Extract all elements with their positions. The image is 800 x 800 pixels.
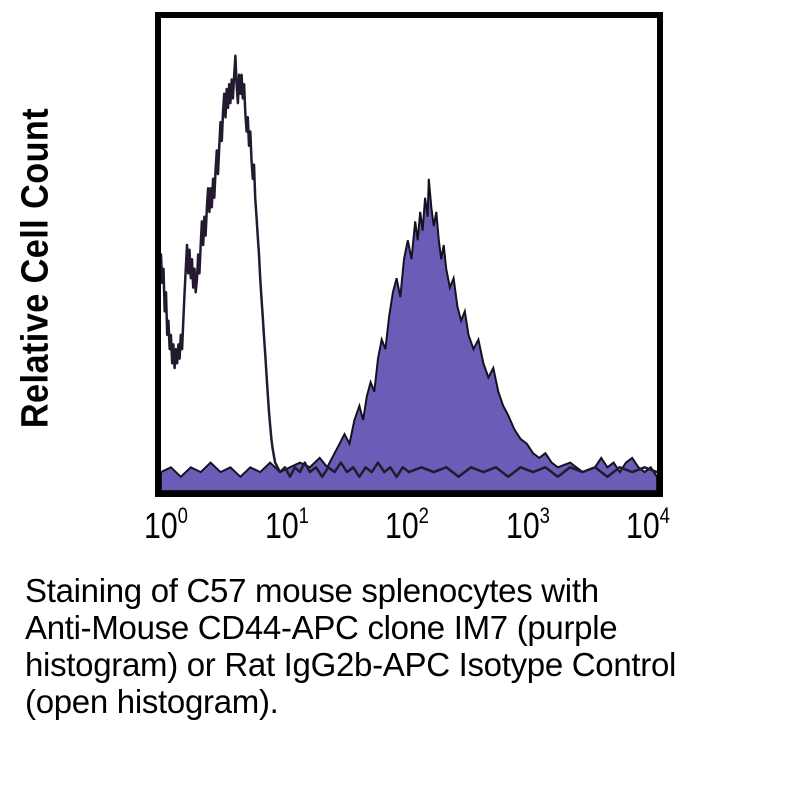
x-tick-exponent: 4 [659,503,670,528]
x-tick-exponent: 2 [418,503,429,528]
x-tick-label: 104 [626,503,670,547]
isotype-open-histogram-trace [161,54,657,479]
x-tick-label: 100 [144,503,188,547]
caption-line: histogram) or Rat IgG2b-APC Isotype Cont… [25,646,677,683]
caption-line: (open histogram). [25,683,279,720]
x-tick-exponent: 3 [539,503,550,528]
x-tick-exponent: 1 [298,503,309,528]
histogram-plot-svg [161,54,657,491]
x-axis-ticks: 100 101 102 103 104 [144,503,670,547]
figure-caption: Staining of C57 mouse splenocytes with A… [25,572,795,720]
cd44-filled-histogram-area [161,178,657,491]
caption-line: Staining of C57 mouse splenocytes with [25,572,599,609]
caption-line: Anti-Mouse CD44-APC clone IM7 (purple [25,609,618,646]
x-tick-label: 102 [385,503,429,547]
plot-frame [155,12,663,497]
y-axis-label: Relative Cell Count [14,107,57,429]
x-tick-label: 101 [264,503,309,547]
x-tick-label: 103 [505,503,550,547]
x-tick-exponent: 0 [177,503,188,528]
